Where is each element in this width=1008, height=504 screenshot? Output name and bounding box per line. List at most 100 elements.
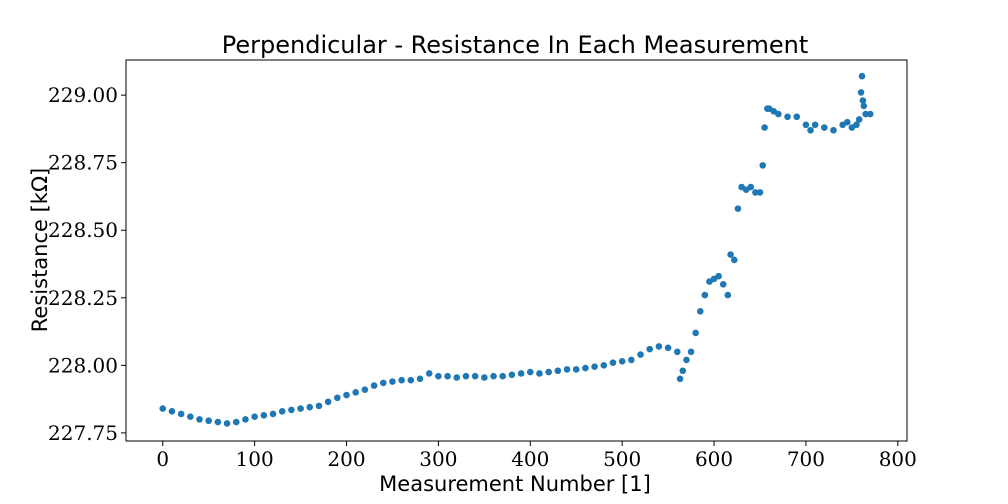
data-point bbox=[655, 343, 663, 350]
data-point bbox=[802, 121, 810, 129]
y-tick-label: 228.75 bbox=[48, 151, 118, 175]
x-tick-label: 100 bbox=[236, 447, 274, 471]
data-point bbox=[687, 348, 695, 356]
y-tick-label: 227.75 bbox=[48, 421, 118, 445]
data-point bbox=[673, 348, 681, 356]
data-point bbox=[618, 357, 626, 365]
y-tick-label: 228.25 bbox=[48, 286, 118, 310]
data-point bbox=[398, 376, 405, 384]
data-point bbox=[664, 344, 672, 352]
data-point bbox=[858, 72, 866, 80]
data-point bbox=[752, 189, 759, 196]
data-point bbox=[676, 375, 684, 383]
data-point bbox=[526, 368, 534, 376]
data-point bbox=[232, 418, 240, 426]
data-point bbox=[453, 374, 461, 381]
data-point bbox=[416, 375, 424, 383]
data-point bbox=[715, 272, 722, 280]
data-point bbox=[352, 389, 360, 396]
x-tick-label: 200 bbox=[327, 447, 365, 471]
data-point bbox=[646, 345, 654, 353]
data-point bbox=[862, 110, 869, 118]
data-point bbox=[260, 412, 268, 419]
data-point bbox=[361, 386, 369, 393]
data-point bbox=[545, 368, 552, 376]
data-point bbox=[554, 367, 562, 375]
data-point bbox=[269, 410, 277, 418]
data-point bbox=[278, 407, 286, 415]
x-tick-label: 700 bbox=[787, 447, 825, 471]
data-point bbox=[389, 378, 396, 385]
data-point bbox=[793, 113, 801, 121]
y-axis-ticks: 227.75 228.00 228.25 228.50 228.75 229.00 bbox=[48, 83, 126, 445]
data-point bbox=[807, 126, 814, 134]
data-point bbox=[168, 407, 176, 415]
data-point bbox=[761, 124, 768, 131]
data-point bbox=[205, 417, 212, 425]
chart-title: Perpendicular - Resistance In Each Measu… bbox=[222, 31, 808, 59]
y-tick-label: 229.00 bbox=[48, 83, 118, 107]
data-point bbox=[444, 372, 451, 380]
data-points bbox=[159, 72, 874, 427]
data-point bbox=[692, 329, 699, 337]
x-tick-label: 800 bbox=[879, 447, 917, 471]
x-tick-label: 500 bbox=[603, 447, 641, 471]
data-point bbox=[536, 370, 543, 377]
data-point bbox=[499, 372, 507, 380]
y-axis-label: Resistance [kΩ] bbox=[28, 168, 52, 332]
data-point bbox=[683, 356, 690, 364]
data-point bbox=[591, 363, 598, 370]
data-point bbox=[600, 362, 608, 369]
data-point bbox=[425, 370, 433, 377]
y-tick-label: 228.00 bbox=[48, 353, 118, 377]
data-point bbox=[315, 402, 323, 410]
data-point bbox=[609, 359, 617, 366]
x-tick-label: 300 bbox=[419, 447, 457, 471]
data-point bbox=[734, 205, 742, 212]
data-point bbox=[727, 251, 734, 258]
data-point bbox=[857, 89, 865, 96]
data-point bbox=[724, 291, 732, 299]
data-point bbox=[821, 124, 828, 131]
data-point bbox=[860, 102, 868, 110]
data-point bbox=[853, 121, 860, 129]
data-point bbox=[756, 189, 764, 196]
data-point bbox=[334, 394, 341, 402]
x-axis-ticks: 0 100 200 300 400 500 600 700 800 bbox=[156, 441, 917, 471]
data-point bbox=[866, 110, 874, 118]
data-point bbox=[775, 110, 782, 118]
data-point bbox=[517, 370, 525, 377]
data-point bbox=[508, 371, 516, 379]
data-point bbox=[471, 372, 479, 380]
data-point bbox=[730, 256, 738, 264]
y-tick-label: 228.50 bbox=[48, 218, 118, 242]
data-point bbox=[719, 280, 727, 288]
data-point bbox=[637, 351, 644, 358]
data-point bbox=[223, 420, 231, 427]
data-point bbox=[343, 391, 350, 399]
data-point bbox=[288, 406, 295, 414]
data-point bbox=[490, 372, 497, 380]
data-point bbox=[747, 183, 755, 191]
data-point bbox=[159, 405, 167, 412]
x-tick-label: 600 bbox=[695, 447, 733, 471]
data-point bbox=[830, 126, 837, 134]
data-point bbox=[306, 403, 314, 411]
data-point bbox=[379, 379, 387, 387]
data-point bbox=[187, 413, 194, 420]
data-point bbox=[696, 307, 704, 315]
data-point bbox=[811, 121, 819, 129]
data-point bbox=[679, 367, 687, 375]
x-axis-label: Measurement Number [1] bbox=[379, 472, 651, 496]
data-point bbox=[196, 416, 203, 423]
data-point bbox=[701, 291, 709, 299]
x-tick-label: 400 bbox=[511, 447, 549, 471]
data-point bbox=[563, 366, 571, 373]
data-point bbox=[859, 97, 867, 104]
data-point bbox=[242, 416, 249, 423]
data-point bbox=[628, 356, 635, 364]
data-point bbox=[251, 413, 258, 420]
data-point bbox=[759, 162, 767, 169]
data-point bbox=[572, 366, 580, 373]
